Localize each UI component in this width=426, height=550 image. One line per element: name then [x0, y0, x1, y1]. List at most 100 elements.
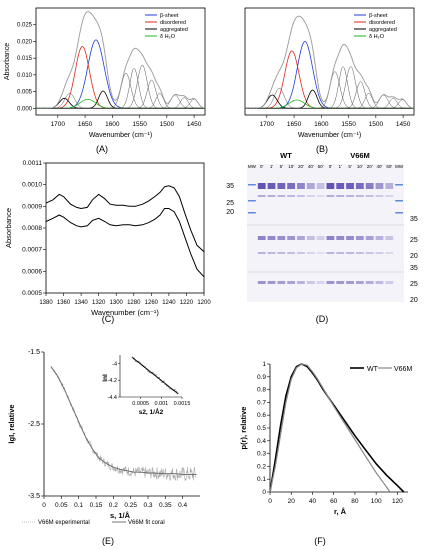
legend-entry: β-sheet [369, 13, 388, 19]
inset-y-tick-label: -4.4 [108, 395, 117, 401]
panel-f-label: (F) [314, 536, 326, 546]
gel-band [385, 236, 394, 240]
gel-band [277, 281, 286, 284]
x-tick-label: 1280 [127, 300, 141, 306]
y-tick-label: -2.5 [28, 421, 40, 428]
x-tick-label: 0.4 [178, 502, 187, 509]
gel-band [267, 252, 276, 254]
gel-band [365, 252, 374, 254]
lane-label: 5' [348, 164, 352, 169]
x-tick-label: 0.35 [159, 502, 172, 509]
x-axis-label: Wavenumber (cm⁻¹) [91, 308, 159, 317]
x-tick-label: 1220 [180, 300, 194, 306]
gel-band [336, 183, 345, 189]
group-label-wt: WT [280, 151, 292, 160]
x-tick-label: 1360 [57, 300, 71, 306]
x-tick-label: 40 [309, 498, 317, 505]
gel-band [326, 195, 335, 197]
y-tick-label: 0.025 [17, 23, 33, 29]
y-tick-label: 0.0011 [23, 160, 43, 167]
gel-band [287, 183, 296, 189]
gel-band [336, 195, 345, 197]
lane-label: 1' [270, 164, 274, 169]
gel-band [375, 236, 384, 240]
x-tick-label: 1320 [92, 300, 106, 306]
x-tick-label: 0 [42, 502, 46, 509]
marker-band [395, 200, 403, 202]
component-band [245, 99, 415, 109]
gel-band [375, 195, 384, 197]
inset-x-tick-label: 0.0005 [132, 401, 149, 407]
gel-band [385, 281, 394, 284]
x-tick-label: 1260 [145, 300, 159, 306]
gel-band [336, 252, 345, 254]
inset-x-tick-label: 0.0015 [174, 401, 191, 407]
x-tick-label: 1450 [396, 121, 411, 128]
legend-entry: disordered [160, 20, 186, 26]
y-tick-label: 0.6 [257, 412, 266, 419]
y-tick-label: 0.4 [257, 438, 266, 445]
gel-band [297, 252, 305, 254]
group-label-v66m: V66M [350, 151, 370, 160]
lane-label: 40' [377, 164, 383, 169]
x-tick-label: 1550 [341, 121, 356, 128]
x-tick-label: 1700 [51, 121, 66, 128]
gel-band [385, 195, 394, 197]
component-band [36, 39, 205, 109]
x-tick-label: 1700 [260, 121, 275, 128]
panel-b-label: (B) [316, 144, 328, 154]
x-tick-label: 1200 [197, 300, 211, 306]
y-tick-label: 0.9 [257, 374, 266, 381]
x-tick-label: 0.2 [109, 502, 118, 509]
plot-frame [45, 162, 205, 294]
gel-band [287, 236, 296, 240]
spectrum-line [45, 208, 205, 278]
panel-e: 0 0.05 0.1 0.15 0.2 0.25 0.3 0.35 0.4 -1.5 -2.5 -3.… [7, 349, 200, 526]
lane-label: MW [248, 164, 257, 169]
spectrum-line [45, 185, 205, 253]
gel-band [306, 236, 315, 240]
mw-marker-left: 20 [226, 209, 234, 216]
legend-entry: aggregated [369, 27, 397, 33]
plot-frame [35, 7, 206, 116]
y-tick-label: 0.0007 [22, 247, 42, 254]
x-tick-label: 1500 [160, 121, 175, 128]
gel-band [297, 281, 305, 284]
marker-band [395, 184, 403, 186]
y-tick-label: 0.010 [17, 73, 33, 79]
gel-band [365, 236, 374, 240]
x-tick-label: 0.1 [74, 502, 83, 509]
legend-entry: V66M fit coral [128, 520, 165, 526]
gel-band [355, 252, 364, 254]
lane-label: MW [395, 164, 404, 169]
gel-band [306, 252, 315, 254]
marker-band [248, 184, 256, 186]
lane-label: 10' [288, 164, 294, 169]
gel-band [316, 252, 325, 254]
fit-curve [50, 366, 197, 475]
y-tick-label: 0.020 [17, 39, 33, 45]
lane-label: 40' [308, 164, 314, 169]
y-tick-label: 0.3 [257, 451, 266, 458]
y-axis-label: lgI, relative [7, 404, 16, 443]
gel-band [297, 195, 305, 197]
y-axis-label: p(r), relative [239, 407, 248, 450]
panel-e-label: (E) [102, 536, 114, 546]
component-band [36, 46, 205, 109]
lane-label: 10' [357, 164, 363, 169]
y-tick-label: 0.0008 [22, 225, 42, 232]
x-tick-label: 0.05 [55, 502, 68, 509]
gel-band [267, 281, 276, 284]
y-tick-label: 0.5 [257, 425, 266, 432]
lane-label: 60' [386, 164, 392, 169]
legend-entry: δ H₂O [160, 34, 176, 40]
gel-band [326, 236, 335, 240]
gel-band [257, 281, 266, 284]
panel-c: 1380 1360 1340 1320 1300 1280 1260 1240 1220 1200… [4, 160, 211, 317]
x-axis-label: s, 1/Å [110, 511, 131, 520]
gel-band [355, 183, 364, 189]
marker-band [395, 212, 403, 214]
lane-label: 0' [329, 164, 333, 169]
